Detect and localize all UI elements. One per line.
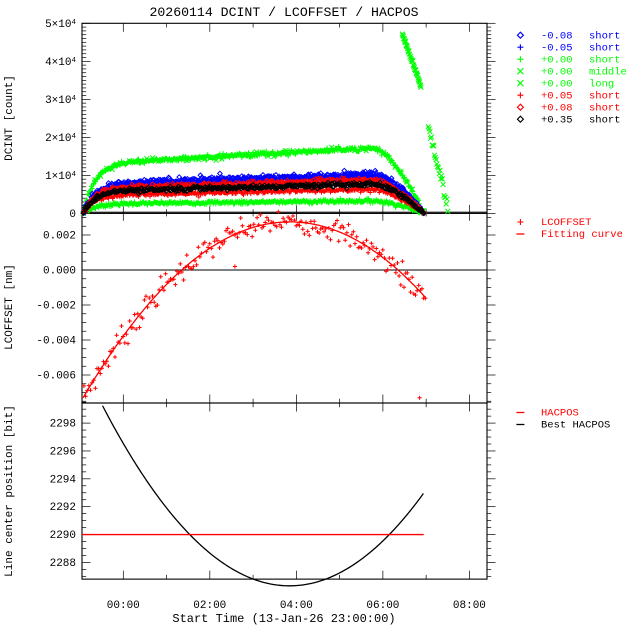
svg-text:2292: 2292 xyxy=(50,502,76,514)
svg-text:0.000: 0.000 xyxy=(43,266,76,278)
svg-text:2298: 2298 xyxy=(50,419,76,431)
svg-text:long: long xyxy=(589,78,614,90)
svg-text:-0.002: -0.002 xyxy=(36,301,76,313)
svg-text:LCOFFSET [nm]: LCOFFSET [nm] xyxy=(4,264,16,350)
svg-text:-0.006: -0.006 xyxy=(36,371,76,383)
svg-text:short: short xyxy=(589,30,621,42)
svg-text:-0.05: -0.05 xyxy=(541,42,573,54)
svg-text:Line center position [bit]: Line center position [bit] xyxy=(4,405,16,577)
svg-text:HACPOS: HACPOS xyxy=(541,408,579,420)
svg-text:2290: 2290 xyxy=(50,530,76,542)
svg-text:2294: 2294 xyxy=(50,474,77,486)
svg-text:+0.05: +0.05 xyxy=(541,90,573,102)
svg-text:DCINT [count]: DCINT [count] xyxy=(4,75,16,161)
svg-text:2288: 2288 xyxy=(50,558,76,570)
svg-text:+0.08: +0.08 xyxy=(541,102,573,114)
svg-text:0: 0 xyxy=(69,209,76,221)
svg-text:+0.00: +0.00 xyxy=(541,54,573,66)
svg-text:Start Time (13-Jan-26 23:00:00: Start Time (13-Jan-26 23:00:00) xyxy=(172,612,395,626)
svg-text:short: short xyxy=(589,90,621,102)
svg-text:short: short xyxy=(589,114,621,126)
svg-text:Fitting curve: Fitting curve xyxy=(541,229,623,241)
svg-text:+0.35: +0.35 xyxy=(541,114,573,126)
svg-text:short: short xyxy=(589,102,621,114)
svg-text:+0.00: +0.00 xyxy=(541,66,573,78)
svg-text:+0.00: +0.00 xyxy=(541,78,573,90)
svg-text:0.002: 0.002 xyxy=(43,231,76,243)
svg-text:00:00: 00:00 xyxy=(107,600,140,612)
svg-text:04:00: 04:00 xyxy=(280,600,313,612)
svg-text:20260114 DCINT / LCOFFSET / HA: 20260114 DCINT / LCOFFSET / HACPOS xyxy=(149,5,418,20)
svg-text:Best HACPOS: Best HACPOS xyxy=(541,420,610,432)
svg-text:02:00: 02:00 xyxy=(193,600,226,612)
svg-text:short: short xyxy=(589,42,621,54)
svg-text:08:00: 08:00 xyxy=(453,600,486,612)
svg-text:LCOFFSET: LCOFFSET xyxy=(541,217,591,229)
svg-text:short: short xyxy=(589,54,621,66)
svg-text:06:00: 06:00 xyxy=(366,600,399,612)
svg-text:2296: 2296 xyxy=(50,447,76,459)
svg-text:middle: middle xyxy=(589,66,627,78)
svg-text:-0.08: -0.08 xyxy=(541,30,573,42)
svg-text:-0.004: -0.004 xyxy=(36,336,76,348)
